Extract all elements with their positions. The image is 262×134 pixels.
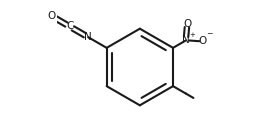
- Text: −: −: [206, 29, 212, 38]
- Text: +: +: [189, 31, 195, 38]
- Text: N: N: [182, 36, 190, 45]
- Text: O: O: [199, 36, 207, 46]
- Text: O: O: [183, 18, 191, 29]
- Text: O: O: [47, 11, 55, 21]
- Text: C: C: [66, 21, 73, 31]
- Text: N: N: [84, 32, 92, 42]
